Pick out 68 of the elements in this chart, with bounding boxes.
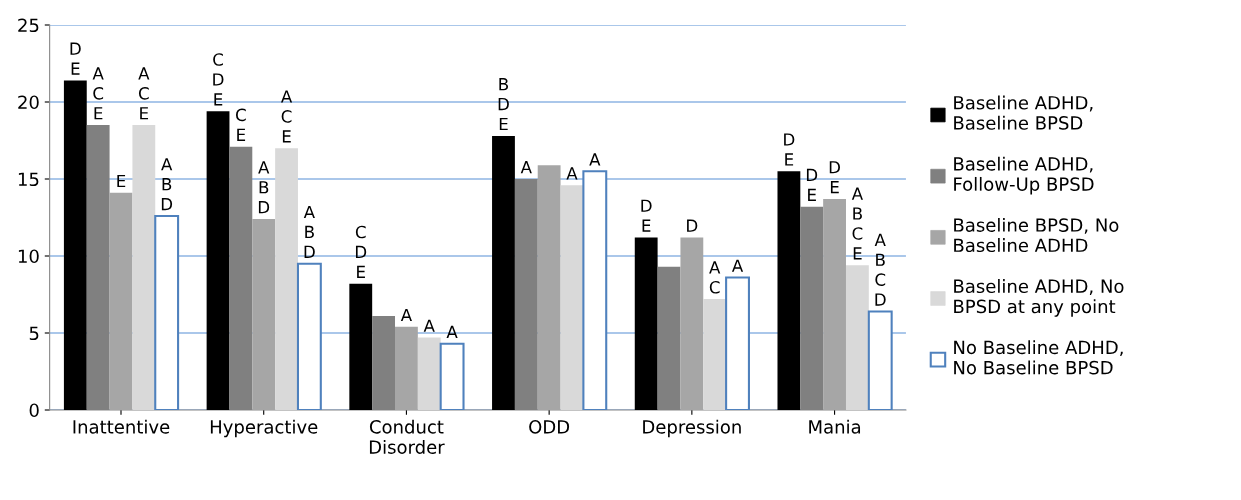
- y-tick-label: 20: [18, 95, 39, 110]
- bar: [560, 185, 584, 410]
- data-label: B D E: [498, 78, 509, 131]
- data-label: A: [589, 153, 601, 166]
- data-label: A: [731, 259, 744, 272]
- y-tick-label: 5: [29, 326, 39, 341]
- data-label: D E: [784, 133, 795, 166]
- data-label: A: [520, 161, 532, 174]
- data-label: A C E: [92, 67, 104, 120]
- bar: [680, 237, 704, 410]
- data-label: D E: [641, 199, 652, 232]
- bar: [109, 192, 133, 410]
- data-label: A B D: [161, 158, 173, 211]
- bar: [252, 219, 276, 410]
- bar: [634, 237, 658, 410]
- data-label: C D E: [355, 225, 367, 278]
- bar: [492, 135, 515, 410]
- x-tick-label: ODD: [529, 420, 570, 434]
- data-label: A: [400, 308, 412, 322]
- data-label: A B D: [258, 161, 270, 214]
- bar: [867, 310, 893, 410]
- legend-label: Baseline ADHD, Follow-Up BPSD: [954, 156, 1094, 195]
- data-label: A B C D: [874, 233, 886, 306]
- bar: [395, 326, 418, 410]
- bar: [777, 171, 801, 410]
- x-tick-label: Inattentive: [73, 419, 170, 434]
- x-tick-label: Hyperactive: [210, 419, 318, 438]
- bar: [132, 125, 156, 410]
- legend-label: Baseline BPSD, No Baseline ADHD: [954, 217, 1119, 253]
- data-label: A B D: [303, 205, 315, 258]
- bar: [275, 148, 298, 410]
- legend-label: Baseline ADHD, No BPSD at any point: [954, 279, 1124, 317]
- bar: [703, 299, 727, 410]
- data-label: D: [687, 219, 698, 232]
- data-label: A C E: [280, 90, 293, 143]
- bar: [439, 342, 465, 410]
- bar: [417, 337, 441, 410]
- bar: [582, 170, 608, 410]
- y-tick-label: 25: [18, 18, 39, 33]
- x-tick-label: Conduct Disorder: [369, 419, 445, 454]
- x-tick-label: Depression: [643, 419, 741, 438]
- data-label: A: [423, 319, 435, 332]
- bar: [845, 265, 869, 410]
- bar: [725, 276, 750, 410]
- bar: [349, 283, 373, 410]
- data-label: E: [117, 174, 126, 188]
- data-label: D E: [806, 168, 818, 201]
- bar: [63, 80, 87, 410]
- data-label: A C E: [138, 67, 150, 120]
- bar: [296, 262, 322, 410]
- bar: [154, 214, 180, 410]
- y-tick-label: 0: [29, 403, 39, 418]
- bar: [823, 199, 846, 410]
- bar: [537, 165, 561, 410]
- legend-label: Baseline ADHD, Baseline BPSD: [954, 95, 1093, 130]
- x-tick-label: Mania: [809, 419, 861, 434]
- data-label: C D E: [213, 53, 224, 106]
- data-label: A: [446, 325, 458, 338]
- legend-label: No Baseline ADHD, No Baseline BPSD: [954, 340, 1123, 375]
- data-label: D E: [70, 42, 81, 75]
- data-label: D E: [829, 161, 840, 194]
- data-label: A B C E: [851, 187, 863, 260]
- data-label: A C: [709, 261, 721, 294]
- data-label: C E: [235, 108, 246, 141]
- bar: [206, 111, 230, 410]
- y-tick-label: 15: [18, 172, 39, 187]
- data-label: A: [566, 167, 578, 180]
- y-tick-label: 10: [18, 249, 39, 264]
